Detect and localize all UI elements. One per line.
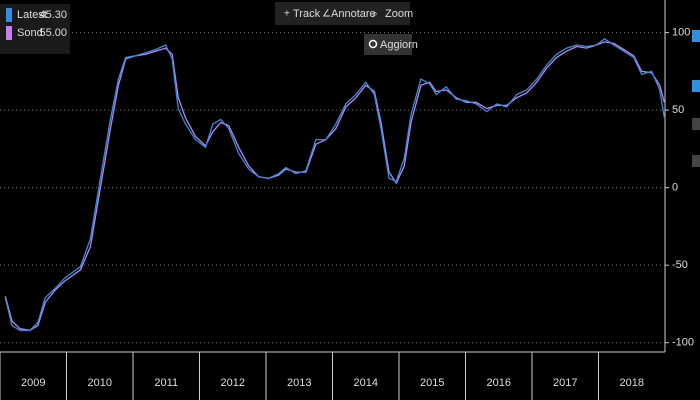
zoom-button[interactable]: Zoom: [385, 8, 413, 20]
legend-label: Latest: [17, 9, 47, 21]
legend-label: Sond: [17, 27, 43, 39]
series-line: [4, 37, 665, 331]
refresh-icon: [368, 39, 378, 49]
x-tick-label: 2015: [420, 377, 444, 389]
y-tick-label: -50: [672, 259, 688, 271]
checkbox[interactable]: [692, 155, 700, 167]
annotate-button[interactable]: Annotare: [331, 8, 376, 20]
legend-swatch: [6, 8, 12, 22]
toolbar: [275, 2, 410, 25]
annotate-icon: ∠: [322, 9, 331, 20]
legend-value: 55.00: [39, 27, 67, 39]
refresh-button[interactable]: Aggiorn: [380, 39, 418, 51]
track-icon: +: [284, 9, 290, 20]
x-tick-label: 2013: [287, 377, 311, 389]
x-tick-label: 2016: [487, 377, 511, 389]
y-tick-label: 50: [672, 104, 684, 116]
y-tick-label: -100: [672, 337, 694, 349]
x-tick-label: 2017: [553, 377, 577, 389]
zoom-icon: ⌕: [372, 9, 378, 20]
x-tick-label: 2011: [154, 377, 178, 389]
y-tick-label: 100: [672, 26, 690, 38]
legend-swatch: [6, 26, 12, 40]
x-tick-label: 2009: [21, 377, 45, 389]
checkbox[interactable]: [692, 30, 700, 42]
x-tick-label: 2014: [354, 377, 378, 389]
y-tick-label: 0: [672, 182, 678, 194]
x-tick-label: 2010: [88, 377, 112, 389]
refresh-box[interactable]: [364, 34, 412, 55]
x-tick-label: 2012: [221, 377, 245, 389]
track-button[interactable]: Track: [293, 8, 321, 20]
checkbox[interactable]: [692, 80, 700, 92]
series-line: [4, 41, 665, 331]
checkbox[interactable]: [692, 118, 700, 130]
x-tick-label: 2018: [620, 377, 644, 389]
legend-value: 45.30: [39, 9, 67, 21]
